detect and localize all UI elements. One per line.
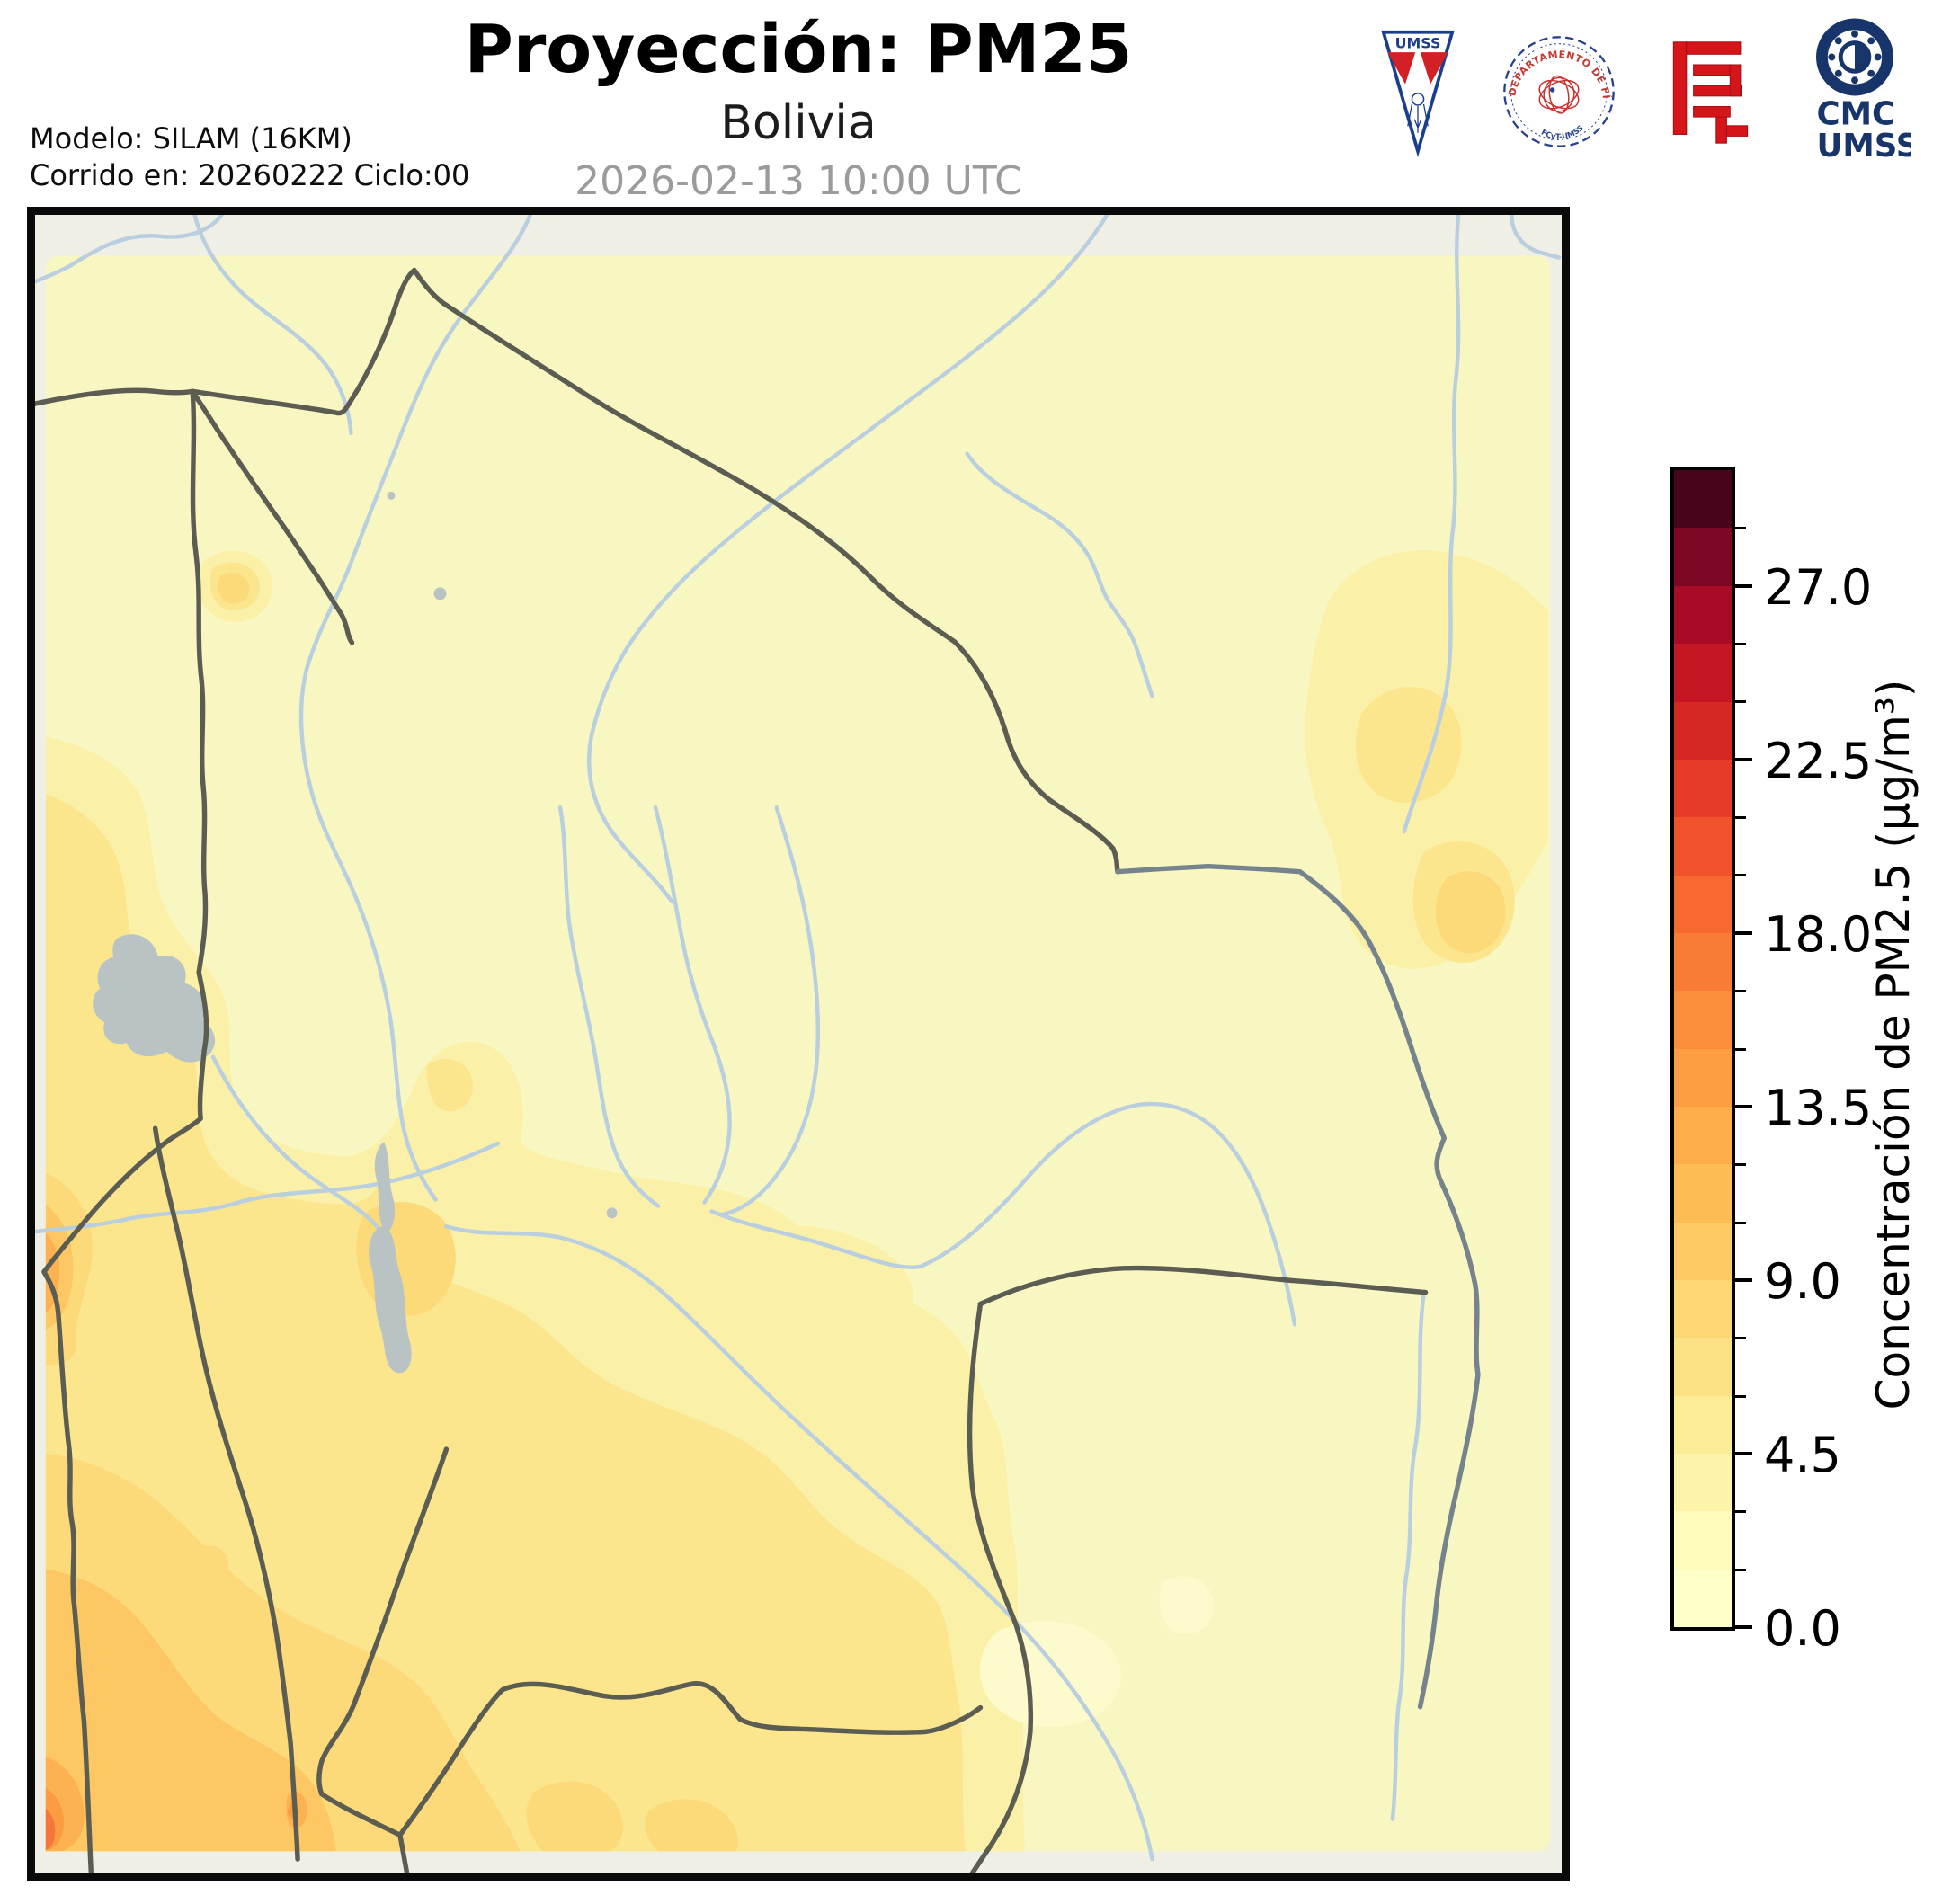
boundary-potosi-west	[152, 1125, 300, 1862]
river	[1402, 215, 1461, 834]
small-lake	[606, 1207, 618, 1219]
departamento-fisica-seal-icon: DEPARTAMENTO DE FÍSICA FCyT-UMSS	[1498, 31, 1616, 147]
cmc-umss-logo-icon: CMC UMSS	[1815, 18, 1911, 165]
small-lake	[433, 587, 447, 601]
cmc-umss-label: UMSS	[1816, 128, 1910, 165]
river	[709, 1101, 1297, 1327]
border-north-brazil	[35, 267, 1120, 875]
logo-row: UMSS DEPARTAMENTO DE FÍSICA FCyT-UMSS	[1380, 18, 1911, 165]
border-east-brazil	[1115, 863, 1481, 1710]
bolivia-pm25-map	[35, 215, 1562, 1873]
boundary-pando-beni	[190, 388, 355, 645]
lakes-layer	[93, 491, 618, 1374]
page-subtitle: Bolivia	[720, 96, 877, 150]
colorbar: 27.0 22.5 18.0 13.5 9.0 4.5 0.0	[1670, 467, 1872, 1657]
river	[1390, 1293, 1426, 1821]
model-name: Modelo: SILAM (16KM)	[30, 121, 352, 156]
header: Proyección: PM25 Bolivia 2026-02-13 10:0…	[27, 9, 1570, 205]
cmc-label: CMC	[1816, 96, 1895, 133]
river	[718, 805, 821, 1217]
boundaries-layer	[35, 267, 1481, 1873]
river	[653, 805, 732, 1205]
lake-titicaca	[93, 934, 216, 1063]
border-peru	[164, 388, 209, 1144]
river	[965, 451, 1154, 698]
border-paraguay-north	[977, 1265, 1429, 1307]
river	[298, 215, 533, 1202]
river	[587, 215, 1109, 903]
page-title: Proyección: PM25	[464, 11, 1133, 88]
river	[1510, 215, 1562, 260]
lake-poopo	[369, 1142, 412, 1374]
river	[210, 1054, 383, 1233]
umss-pennant-label: UMSS	[1395, 34, 1441, 51]
river	[35, 215, 224, 284]
model-run: Corrido en: 20260222 Ciclo:00	[30, 158, 470, 192]
river	[557, 805, 661, 1208]
umss-pennant-icon: UMSS	[1381, 30, 1455, 157]
cmc-gear-dots	[1828, 30, 1882, 85]
border-chile	[41, 1139, 170, 1873]
colorbar-axis-label: Concentración de PM2.5 (µg/m³)	[1867, 679, 1920, 1410]
river	[192, 215, 353, 436]
map-frame	[27, 207, 1570, 1881]
seal-globe-icon	[1538, 75, 1580, 114]
fcyt-red-logo-icon	[1672, 41, 1748, 144]
rivers-layer	[35, 215, 1562, 1862]
forecast-timestamp: 2026-02-13 10:00 UTC	[575, 158, 1022, 204]
boundary-south-dept	[316, 1446, 984, 1838]
pm25-contour-layer	[45, 550, 1549, 1852]
model-info: Modelo: SILAM (16KM) Corrido en: 2026022…	[30, 120, 469, 194]
small-lake	[387, 491, 396, 500]
river	[444, 1224, 1154, 1862]
boundary-south-branch	[397, 1832, 410, 1873]
border-paraguay-argentina	[967, 1301, 1034, 1873]
river	[35, 1141, 501, 1234]
colorbar-bands	[1674, 470, 1732, 1627]
